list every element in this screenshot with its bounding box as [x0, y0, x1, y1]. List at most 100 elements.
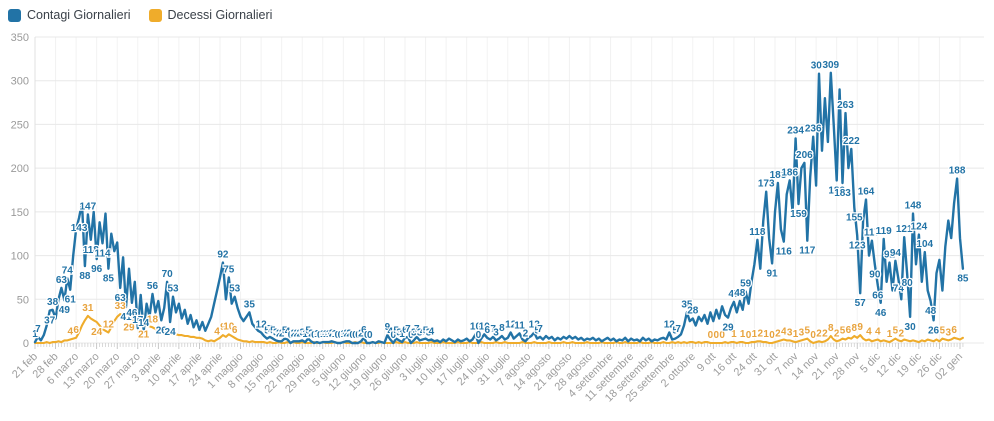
- legend-label-contagi: Contagi Giornalieri: [27, 8, 131, 22]
- svg-text:50: 50: [17, 294, 29, 306]
- svg-text:57: 57: [855, 298, 867, 309]
- svg-text:3: 3: [426, 327, 432, 338]
- svg-text:6: 6: [361, 325, 367, 336]
- svg-text:21: 21: [138, 330, 150, 341]
- svg-text:6: 6: [484, 325, 490, 336]
- svg-text:3: 3: [799, 327, 805, 338]
- svg-text:5: 5: [940, 326, 946, 337]
- svg-text:1: 1: [302, 329, 308, 340]
- svg-text:2: 2: [775, 328, 781, 339]
- svg-text:2: 2: [822, 328, 828, 339]
- svg-text:7: 7: [490, 324, 496, 335]
- svg-text:1: 1: [793, 329, 799, 340]
- svg-text:2: 2: [276, 328, 282, 339]
- svg-text:53: 53: [229, 284, 241, 295]
- svg-text:6: 6: [951, 325, 957, 336]
- svg-text:2: 2: [297, 328, 303, 339]
- svg-text:250: 250: [11, 119, 29, 131]
- series-decessi-line: [33, 313, 964, 345]
- svg-text:2: 2: [279, 328, 285, 339]
- svg-text:0: 0: [713, 330, 719, 341]
- svg-text:47: 47: [728, 289, 740, 300]
- svg-text:14: 14: [138, 318, 150, 329]
- svg-text:75: 75: [223, 264, 235, 275]
- svg-text:1: 1: [332, 329, 338, 340]
- svg-text:8: 8: [828, 323, 834, 334]
- svg-text:46: 46: [126, 308, 138, 319]
- svg-text:1: 1: [731, 329, 737, 340]
- svg-text:1: 1: [399, 329, 405, 340]
- svg-text:41: 41: [120, 312, 132, 323]
- svg-text:121: 121: [896, 224, 913, 235]
- legend-item-decessi[interactable]: Decessi Giornalieri: [148, 8, 272, 22]
- svg-text:114: 114: [94, 248, 111, 259]
- svg-text:123: 123: [849, 240, 866, 251]
- svg-text:3: 3: [417, 327, 423, 338]
- svg-text:0: 0: [810, 330, 816, 341]
- svg-text:2: 2: [898, 328, 904, 339]
- svg-text:85: 85: [103, 274, 115, 285]
- svg-text:8: 8: [499, 323, 505, 334]
- svg-text:0: 0: [408, 330, 414, 341]
- svg-text:91: 91: [767, 268, 779, 279]
- svg-text:186: 186: [828, 185, 845, 196]
- svg-text:70: 70: [162, 269, 174, 280]
- svg-text:5: 5: [282, 326, 288, 337]
- svg-text:118: 118: [749, 227, 766, 238]
- svg-text:63: 63: [115, 293, 127, 304]
- svg-text:61: 61: [65, 295, 77, 306]
- svg-text:12: 12: [256, 320, 268, 331]
- svg-text:37: 37: [44, 316, 56, 327]
- svg-text:5: 5: [893, 326, 899, 337]
- svg-text:222: 222: [843, 136, 860, 147]
- y-axis-labels: 350 300 250 200 150 100 50 0: [11, 32, 29, 350]
- svg-text:236: 236: [805, 124, 822, 135]
- series-contagi-line: [33, 71, 965, 345]
- svg-text:0: 0: [317, 330, 323, 341]
- svg-text:53: 53: [167, 284, 179, 295]
- svg-text:0: 0: [288, 330, 294, 341]
- svg-text:26: 26: [928, 325, 940, 336]
- x-axis-tick-comb: [34, 343, 964, 349]
- svg-text:7: 7: [414, 324, 420, 335]
- svg-text:116: 116: [776, 247, 793, 258]
- svg-text:1: 1: [341, 329, 347, 340]
- svg-text:4: 4: [388, 327, 394, 338]
- vertical-gridlines: [34, 37, 961, 343]
- svg-text:17: 17: [132, 315, 144, 326]
- svg-text:96: 96: [91, 264, 103, 275]
- svg-text:0: 0: [719, 330, 725, 341]
- svg-text:0: 0: [367, 330, 373, 341]
- svg-text:3: 3: [396, 327, 402, 338]
- svg-text:35: 35: [681, 299, 693, 310]
- svg-text:119: 119: [876, 226, 893, 237]
- svg-text:7: 7: [675, 324, 681, 335]
- svg-text:2: 2: [523, 328, 529, 339]
- svg-text:38: 38: [47, 297, 59, 308]
- svg-text:80: 80: [902, 278, 914, 289]
- legend-item-contagi[interactable]: Contagi Giornalieri: [8, 8, 131, 22]
- svg-text:4: 4: [420, 327, 426, 338]
- svg-text:10: 10: [479, 321, 491, 332]
- svg-text:26: 26: [156, 325, 168, 336]
- svg-text:0: 0: [311, 330, 317, 341]
- svg-text:24: 24: [165, 327, 177, 338]
- svg-text:0: 0: [769, 330, 775, 341]
- svg-text:6: 6: [846, 325, 852, 336]
- svg-text:18: 18: [147, 314, 159, 325]
- svg-text:7: 7: [35, 324, 41, 335]
- svg-text:150: 150: [11, 207, 29, 219]
- svg-text:12: 12: [664, 320, 676, 331]
- svg-text:5: 5: [264, 326, 270, 337]
- svg-text:3: 3: [787, 327, 793, 338]
- svg-text:5: 5: [270, 326, 276, 337]
- svg-text:200: 200: [11, 163, 29, 175]
- svg-text:6: 6: [232, 325, 238, 336]
- svg-text:59: 59: [740, 278, 752, 289]
- svg-text:12: 12: [103, 320, 115, 331]
- svg-text:85: 85: [957, 274, 969, 285]
- chart-legend: Contagi Giornalieri Decessi Giornalieri: [8, 8, 272, 22]
- svg-text:33: 33: [115, 301, 127, 312]
- svg-text:148: 148: [905, 201, 922, 212]
